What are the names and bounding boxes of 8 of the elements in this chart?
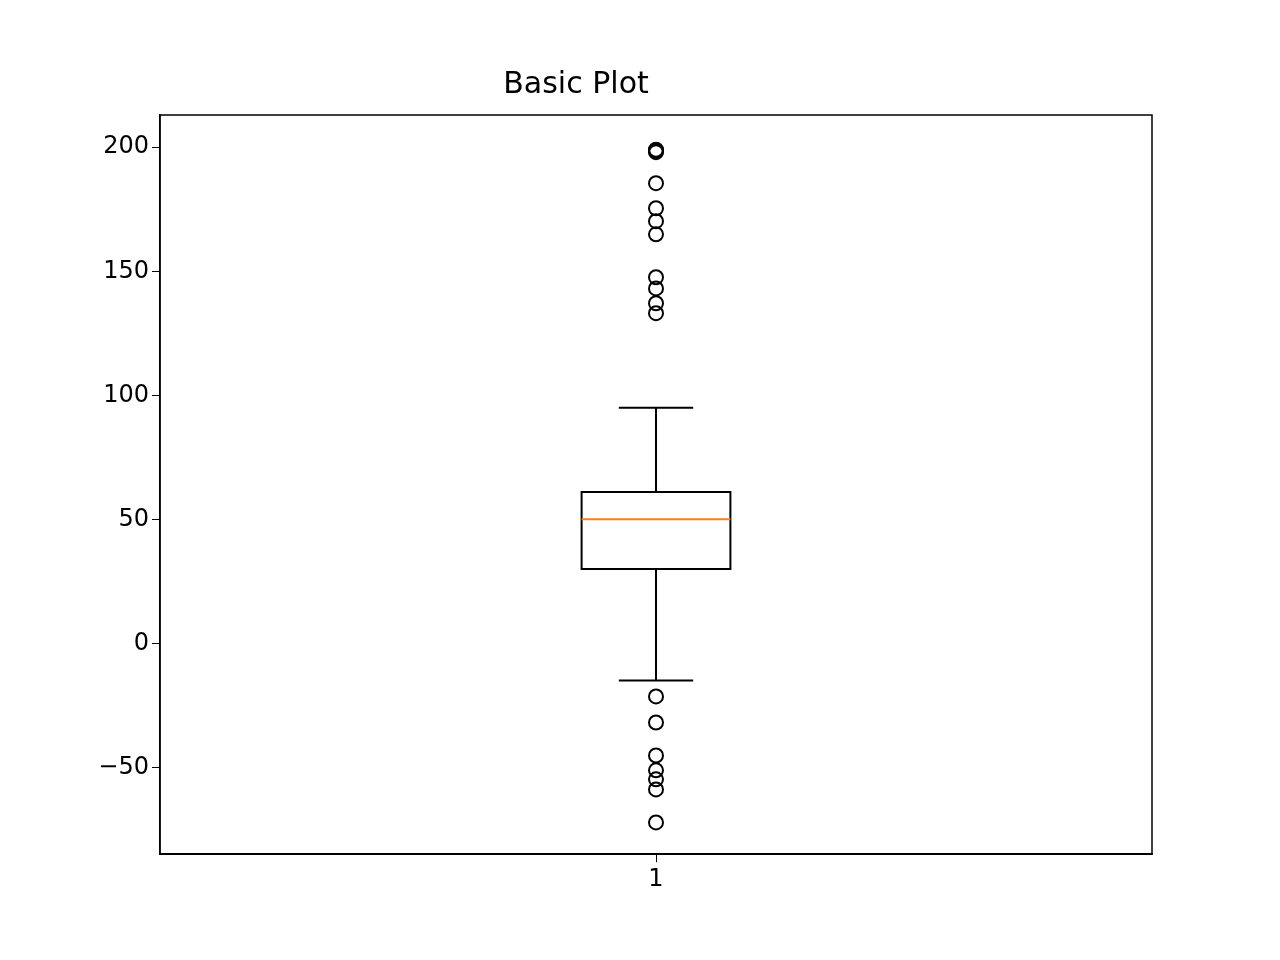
chart-title: Basic Plot [503, 64, 649, 100]
x-tick-label: 1 [648, 863, 664, 892]
y-tick-label: −50 [98, 751, 149, 780]
y-tick-label: 150 [103, 255, 149, 284]
y-tick-label: 50 [118, 503, 149, 532]
y-tick-label: 100 [103, 379, 149, 408]
y-tick-label: 200 [103, 131, 149, 160]
y-tick-label: 0 [133, 627, 149, 656]
